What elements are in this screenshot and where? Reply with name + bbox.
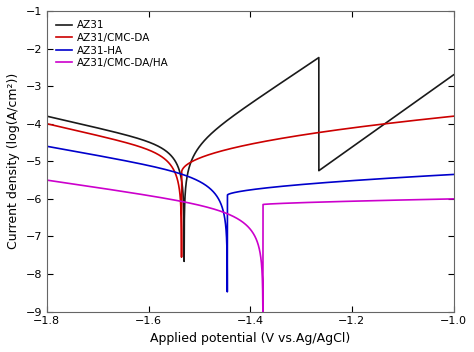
Line: AZ31: AZ31 xyxy=(47,58,454,262)
AZ31 xyxy=(64,119,70,123)
AZ31/CMC-DA xyxy=(302,132,308,137)
AZ31-HA xyxy=(302,182,308,186)
AZ31-HA xyxy=(346,179,351,183)
AZ31 xyxy=(451,73,456,77)
AZ31/CMC-DA xyxy=(346,126,351,131)
AZ31-HA xyxy=(64,148,70,152)
AZ31 xyxy=(44,114,50,118)
AZ31/CMC-DA xyxy=(367,124,373,128)
AZ31-HA xyxy=(191,177,197,181)
X-axis label: Applied potential (V vs.Ag/AgCl): Applied potential (V vs.Ag/AgCl) xyxy=(150,332,350,345)
AZ31-HA xyxy=(44,144,50,149)
AZ31/CMC-DA xyxy=(451,114,456,118)
AZ31 xyxy=(181,259,187,264)
AZ31-HA xyxy=(285,184,291,188)
AZ31/CMC-DA xyxy=(64,126,70,131)
AZ31/CMC-DA/HA xyxy=(44,178,50,182)
AZ31/CMC-DA/HA xyxy=(346,199,351,203)
AZ31 xyxy=(367,132,373,136)
AZ31/CMC-DA/HA xyxy=(260,309,266,314)
AZ31/CMC-DA xyxy=(179,255,184,259)
AZ31/CMC-DA/HA xyxy=(285,201,291,205)
AZ31/CMC-DA/HA xyxy=(367,199,373,203)
Line: AZ31-HA: AZ31-HA xyxy=(47,146,454,292)
AZ31-HA xyxy=(451,172,456,177)
Legend: AZ31, AZ31/CMC-DA, AZ31-HA, AZ31/CMC-DA/HA: AZ31, AZ31/CMC-DA, AZ31-HA, AZ31/CMC-DA/… xyxy=(52,16,173,72)
AZ31 xyxy=(316,56,322,60)
Line: AZ31/CMC-DA/HA: AZ31/CMC-DA/HA xyxy=(47,180,454,312)
AZ31/CMC-DA/HA xyxy=(451,197,456,201)
AZ31/CMC-DA/HA xyxy=(64,181,70,185)
AZ31 xyxy=(346,147,351,152)
AZ31 xyxy=(302,64,308,69)
Y-axis label: Current density (log(A/cm²)): Current density (log(A/cm²)) xyxy=(7,73,20,250)
AZ31/CMC-DA xyxy=(191,158,197,163)
AZ31 xyxy=(191,153,197,157)
AZ31-HA xyxy=(225,290,230,294)
AZ31/CMC-DA xyxy=(44,121,50,126)
AZ31-HA xyxy=(367,177,373,182)
AZ31/CMC-DA xyxy=(285,135,291,139)
AZ31 xyxy=(285,76,291,81)
AZ31/CMC-DA/HA xyxy=(191,202,197,206)
AZ31/CMC-DA/HA xyxy=(302,200,308,205)
Line: AZ31/CMC-DA: AZ31/CMC-DA xyxy=(47,116,454,257)
